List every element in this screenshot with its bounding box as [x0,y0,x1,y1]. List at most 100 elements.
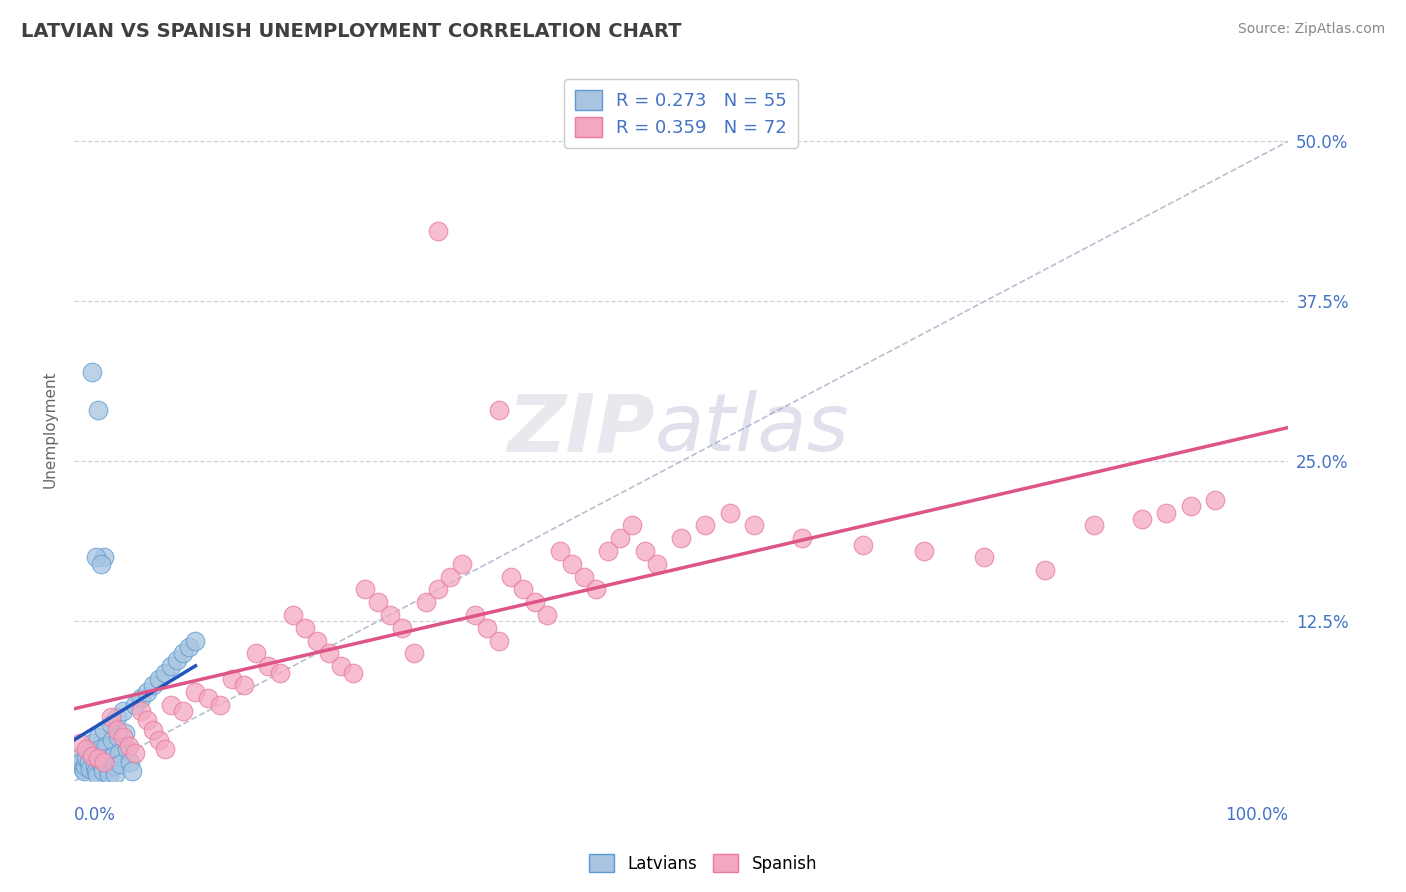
Point [87,403,110,417]
Point [89,742,111,756]
Point [94,739,117,753]
Point [415,595,437,609]
Point [148,672,170,686]
Point [87,730,110,744]
Point [318,647,340,661]
Point [93,550,115,565]
Point [100,710,122,724]
Point [83,748,105,763]
Point [135,685,157,699]
Point [1033,563,1056,577]
Point [852,538,875,552]
Point [97,762,120,776]
Point [742,518,765,533]
Point [572,569,595,583]
Point [233,678,256,692]
Point [135,713,157,727]
Text: LATVIAN VS SPANISH UNEMPLOYMENT CORRELATION CHART: LATVIAN VS SPANISH UNEMPLOYMENT CORRELAT… [21,22,682,41]
Point [69,748,91,763]
Point [792,531,814,545]
Point [153,665,176,680]
Point [111,730,134,744]
Point [87,751,110,765]
Point [439,569,461,583]
Point [83,759,105,773]
Point [153,742,176,756]
Point [86,768,108,782]
Point [84,550,107,565]
Point [451,557,474,571]
Point [73,764,96,779]
Point [561,557,583,571]
Point [621,518,644,533]
Point [669,531,692,545]
Point [73,759,96,773]
Point [110,756,132,771]
Point [342,665,364,680]
Y-axis label: Unemployment: Unemployment [44,371,58,488]
Point [80,746,103,760]
Text: atlas: atlas [654,391,849,468]
Point [548,544,571,558]
Point [148,733,170,747]
Point [142,723,165,738]
Text: 100.0%: 100.0% [1225,806,1288,824]
Point [402,647,425,661]
Point [129,704,152,718]
Point [90,557,112,571]
Point [105,710,128,724]
Point [221,672,243,686]
Point [391,621,413,635]
Point [257,659,280,673]
Point [82,736,104,750]
Point [117,742,139,756]
Point [72,762,94,776]
Legend: Latvians, Spanish: Latvians, Spanish [582,847,824,880]
Text: 0.0%: 0.0% [75,806,115,824]
Point [91,759,114,773]
Point [96,751,118,765]
Point [104,766,127,780]
Point [111,704,134,718]
Point [70,756,93,770]
Point [107,730,129,744]
Point [172,647,194,661]
Point [645,557,668,571]
Point [69,736,91,750]
Point [103,759,125,773]
Point [512,582,534,597]
Point [585,582,607,597]
Point [499,569,522,583]
Point [84,764,107,779]
Point [160,659,183,673]
Point [378,608,401,623]
Point [118,756,141,770]
Point [1083,518,1105,533]
Point [142,678,165,692]
Point [166,653,188,667]
Point [76,742,98,756]
Point [1180,500,1202,514]
Point [184,633,207,648]
Text: ZIP: ZIP [508,391,654,468]
Point [695,518,717,533]
Point [208,698,231,712]
Point [98,768,121,782]
Point [488,633,510,648]
Point [101,748,124,763]
Point [197,691,219,706]
Point [912,544,935,558]
Point [427,224,450,238]
Point [598,544,620,558]
Point [114,726,136,740]
Point [294,621,316,635]
Point [93,756,115,770]
Point [82,365,104,379]
Legend: R = 0.273   N = 55, R = 0.359   N = 72: R = 0.273 N = 55, R = 0.359 N = 72 [564,79,799,148]
Point [75,751,97,765]
Point [464,608,486,623]
Point [488,403,510,417]
Point [124,746,146,760]
Text: Source: ZipAtlas.com: Source: ZipAtlas.com [1237,22,1385,37]
Point [1204,492,1226,507]
